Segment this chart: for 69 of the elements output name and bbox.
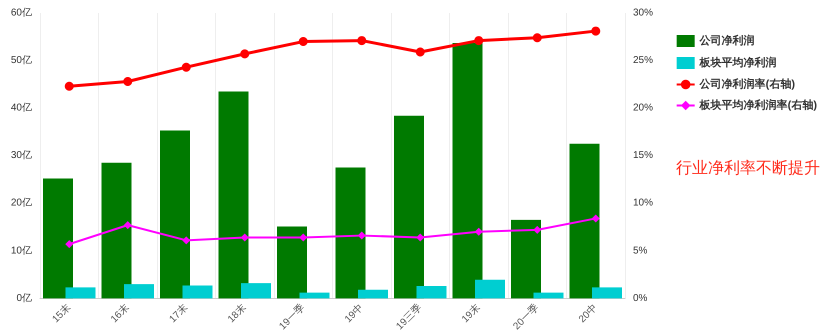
bar <box>182 285 212 298</box>
x-tick-label: 18末 <box>225 302 249 326</box>
point <box>357 36 366 46</box>
legend-label: 公司净利润 <box>698 34 755 47</box>
legend-label: 板块平均净利润 <box>698 56 777 69</box>
x-tick-label: 20一季 <box>510 302 542 332</box>
point <box>591 26 600 36</box>
point <box>299 233 308 242</box>
bar <box>336 168 366 298</box>
point <box>124 221 132 230</box>
y2-tick-label: 30% <box>633 8 654 18</box>
bar <box>218 91 248 298</box>
point <box>474 228 483 236</box>
text: 行业净利率不断提升 <box>676 158 820 179</box>
point <box>182 62 191 72</box>
y2-tick-label: 20% <box>633 102 654 114</box>
y-tick-label: 50亿 <box>10 55 32 66</box>
y-tick-label: 60亿 <box>10 8 32 18</box>
point <box>240 49 250 58</box>
x-tick-label: 19一季 <box>276 302 308 332</box>
bar <box>66 287 96 298</box>
legend-label: 板块平均净利润率(右轴) <box>698 98 818 112</box>
bar <box>43 178 73 298</box>
x-tick-label: 19三季 <box>394 302 424 332</box>
point <box>592 214 600 222</box>
x-tick-label: 19末 <box>459 302 483 326</box>
point <box>65 240 74 248</box>
y-tick-label: 0亿 <box>16 292 32 304</box>
bar <box>452 42 482 298</box>
point <box>533 226 542 234</box>
point <box>532 33 542 42</box>
bar <box>511 220 541 298</box>
x-tick-label: 16末 <box>108 302 132 326</box>
bar <box>160 130 190 298</box>
bar <box>102 162 132 298</box>
y-tick-label: 10亿 <box>10 245 32 256</box>
x-tick-label: 15末 <box>50 302 74 326</box>
bar <box>358 290 388 298</box>
point <box>64 82 74 91</box>
bar <box>277 226 307 298</box>
point <box>182 236 190 244</box>
bar <box>592 287 622 298</box>
bar <box>300 292 330 298</box>
x-tick-label: 17末 <box>166 302 190 326</box>
point <box>123 76 132 86</box>
point <box>474 36 484 46</box>
y2-tick-label: 15% <box>633 150 654 162</box>
point <box>358 232 366 240</box>
bar <box>124 284 154 298</box>
y2-tick-label: 25% <box>633 55 654 66</box>
y2-tick-label: 10% <box>633 198 654 209</box>
bar <box>416 286 446 298</box>
bar <box>570 144 600 298</box>
point <box>416 233 424 242</box>
legend-label: 公司净利润率(右轴) <box>698 78 796 90</box>
x-tick-label: 20中 <box>576 302 600 326</box>
point <box>416 48 425 56</box>
bar <box>241 283 271 298</box>
y2-tick-label: 0% <box>633 292 648 304</box>
bar <box>475 280 505 298</box>
y2-tick-label: 5% <box>633 245 648 256</box>
bar <box>534 292 564 298</box>
y-tick-label: 40亿 <box>10 102 32 114</box>
point <box>298 37 308 46</box>
x-tick-label: 19中 <box>342 302 366 326</box>
point <box>240 233 249 242</box>
bar <box>394 116 424 298</box>
y-tick-label: 30亿 <box>10 150 32 162</box>
y-tick-label: 20亿 <box>10 198 32 209</box>
